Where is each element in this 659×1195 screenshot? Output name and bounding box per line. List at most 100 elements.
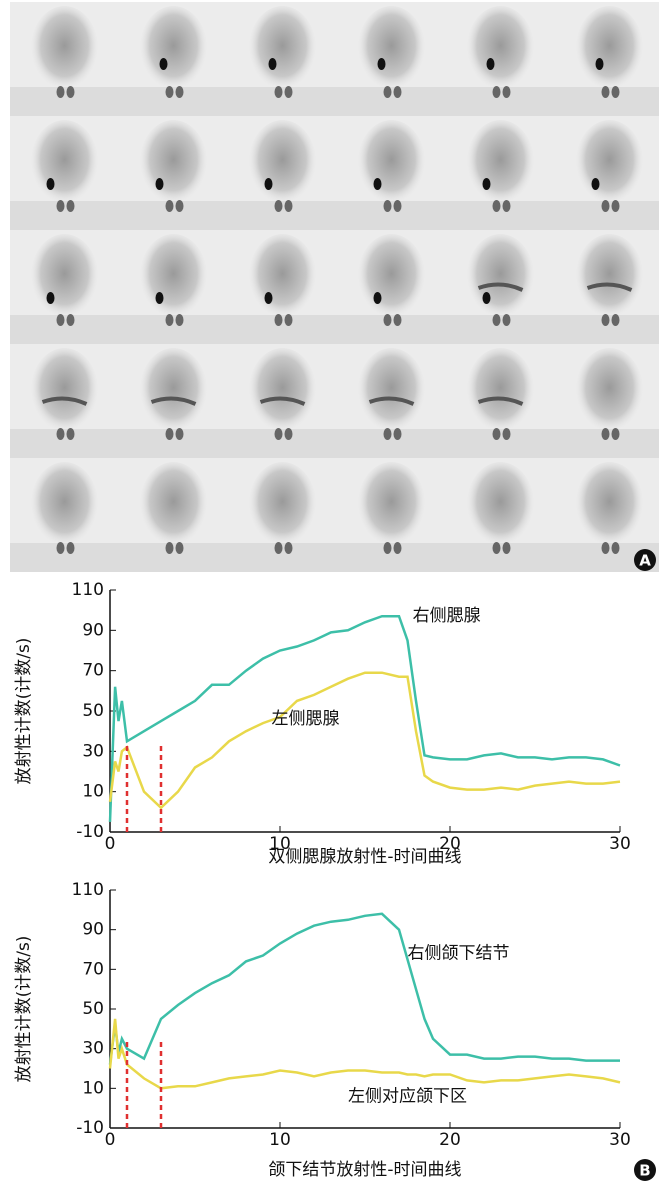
scan-frame bbox=[119, 344, 228, 458]
y-tick-label: 70 bbox=[82, 661, 104, 681]
panel-label-a: A bbox=[634, 549, 656, 571]
gland bbox=[285, 428, 293, 440]
scan-frame bbox=[555, 116, 659, 230]
series-line bbox=[110, 673, 620, 808]
gland bbox=[384, 542, 392, 554]
x-tick-label: 0 bbox=[105, 1130, 116, 1150]
gland bbox=[612, 428, 620, 440]
head bbox=[31, 462, 99, 550]
series-line bbox=[110, 914, 620, 1065]
gland bbox=[394, 542, 402, 554]
gland bbox=[166, 200, 174, 212]
gland bbox=[602, 86, 610, 98]
head bbox=[467, 120, 535, 208]
y-tick-label: 110 bbox=[72, 580, 104, 600]
image-grid bbox=[10, 2, 659, 572]
x-axis-label: 颌下结节放射性-时间曲线 bbox=[268, 1160, 461, 1180]
scan-frame bbox=[337, 116, 446, 230]
gland bbox=[176, 314, 184, 326]
head bbox=[31, 6, 99, 94]
series-label: 右侧颌下结节 bbox=[408, 943, 510, 963]
gland bbox=[166, 86, 174, 98]
head bbox=[467, 234, 535, 322]
gland bbox=[176, 86, 184, 98]
gland bbox=[176, 542, 184, 554]
head bbox=[358, 234, 426, 322]
head bbox=[140, 234, 208, 322]
scan-frame bbox=[337, 230, 446, 344]
gland bbox=[493, 314, 501, 326]
gland bbox=[176, 428, 184, 440]
head bbox=[140, 348, 208, 436]
panel-label: B bbox=[639, 1162, 650, 1180]
hot-spot bbox=[265, 292, 273, 304]
scan-frame bbox=[228, 458, 337, 572]
hot-spot bbox=[160, 58, 168, 70]
hot-spot bbox=[483, 292, 491, 304]
gland bbox=[67, 428, 75, 440]
head bbox=[467, 6, 535, 94]
gland bbox=[503, 314, 511, 326]
x-tick-label: 10 bbox=[269, 1130, 291, 1150]
series-line bbox=[110, 616, 620, 822]
y-tick-label: 90 bbox=[82, 620, 104, 640]
head bbox=[467, 462, 535, 550]
gland bbox=[394, 428, 402, 440]
scan-frame bbox=[337, 458, 446, 572]
gland bbox=[285, 200, 293, 212]
scan-frame bbox=[228, 116, 337, 230]
gland bbox=[285, 314, 293, 326]
scan-frame bbox=[119, 458, 228, 572]
gland bbox=[503, 428, 511, 440]
gland bbox=[57, 86, 65, 98]
gland bbox=[493, 200, 501, 212]
hot-spot bbox=[265, 178, 273, 190]
hot-spot bbox=[374, 292, 382, 304]
series-label: 左侧腮腺 bbox=[272, 709, 340, 729]
x-axis-label: 双侧腮腺放射性-时间曲线 bbox=[268, 847, 461, 867]
x-tick-label: 30 bbox=[609, 1130, 631, 1150]
gland bbox=[67, 86, 75, 98]
y-tick-label: 30 bbox=[82, 1039, 104, 1059]
head bbox=[31, 234, 99, 322]
head bbox=[576, 348, 644, 436]
scan-frame bbox=[119, 2, 228, 116]
gland bbox=[602, 314, 610, 326]
gland bbox=[493, 542, 501, 554]
y-tick-label: 50 bbox=[82, 701, 104, 721]
gland bbox=[275, 542, 283, 554]
gland bbox=[384, 314, 392, 326]
head bbox=[249, 120, 317, 208]
y-tick-label: 10 bbox=[82, 1078, 104, 1098]
y-tick-label: -10 bbox=[76, 822, 104, 842]
scan-frame bbox=[119, 230, 228, 344]
scan-frame bbox=[446, 458, 555, 572]
head bbox=[31, 120, 99, 208]
head bbox=[576, 6, 644, 94]
gland bbox=[503, 200, 511, 212]
gland bbox=[57, 542, 65, 554]
gland bbox=[67, 200, 75, 212]
scan-frame bbox=[10, 2, 119, 116]
gland bbox=[166, 542, 174, 554]
head bbox=[576, 120, 644, 208]
gland bbox=[285, 86, 293, 98]
chart: -1010305070901100102030颌下结节放射性-时间曲线放射性计数… bbox=[14, 880, 631, 1180]
figure: A B -1010305070901100102030双侧腮腺放射性-时间曲线放… bbox=[0, 0, 659, 1191]
gland bbox=[612, 314, 620, 326]
head bbox=[576, 234, 644, 322]
head bbox=[31, 348, 99, 436]
gland bbox=[166, 314, 174, 326]
head bbox=[576, 462, 644, 550]
gland bbox=[602, 428, 610, 440]
head bbox=[249, 348, 317, 436]
series-label: 左侧对应颌下区 bbox=[348, 1086, 467, 1106]
scan-frame bbox=[10, 458, 119, 572]
hot-spot bbox=[374, 178, 382, 190]
scan-frame bbox=[228, 344, 337, 458]
head bbox=[249, 234, 317, 322]
gland bbox=[394, 86, 402, 98]
panel-label: A bbox=[639, 552, 651, 570]
series-label: 右侧腮腺 bbox=[413, 606, 481, 626]
gland bbox=[67, 314, 75, 326]
